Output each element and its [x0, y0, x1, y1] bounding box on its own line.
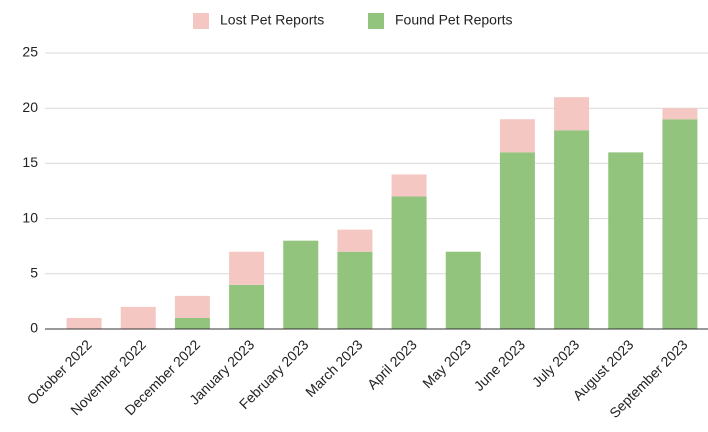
bar-segment: [283, 240, 319, 329]
y-tick-label: 5: [30, 265, 38, 281]
bar-segment: [554, 130, 590, 329]
bar-segment: [499, 119, 535, 153]
bar-segment: [229, 251, 265, 285]
bar-segment: [337, 251, 373, 329]
x-tick-label: May 2023: [419, 336, 474, 391]
y-tick-label: 15: [22, 154, 38, 170]
bar-segment: [391, 174, 427, 197]
bar-segment: [174, 317, 210, 329]
bar-segment: [120, 306, 156, 329]
x-tick-label: July 2023: [529, 336, 583, 390]
x-tick-label: April 2023: [364, 336, 420, 392]
x-tick-label: March 2023: [302, 336, 366, 400]
legend-swatch: [368, 13, 384, 29]
legend-label: Lost Pet Reports: [220, 12, 324, 28]
bar-segment: [445, 251, 481, 329]
bar-segment: [662, 108, 698, 120]
bar-segment: [229, 284, 265, 329]
y-tick-label: 20: [22, 99, 38, 115]
x-tick-label: June 2023: [471, 336, 529, 394]
bar-segment: [662, 119, 698, 330]
bar-segment: [554, 97, 590, 131]
legend-swatch: [193, 13, 209, 29]
y-tick-label: 0: [30, 320, 38, 336]
bar-segment: [66, 317, 102, 329]
bar-segment: [499, 152, 535, 329]
bar-segment: [608, 152, 644, 329]
y-tick-label: 25: [22, 44, 38, 60]
legend-label: Found Pet Reports: [395, 12, 513, 28]
bar-segment: [391, 196, 427, 329]
y-tick-label: 10: [22, 209, 38, 225]
bar-segment: [337, 229, 373, 252]
bar-segment: [174, 295, 210, 318]
